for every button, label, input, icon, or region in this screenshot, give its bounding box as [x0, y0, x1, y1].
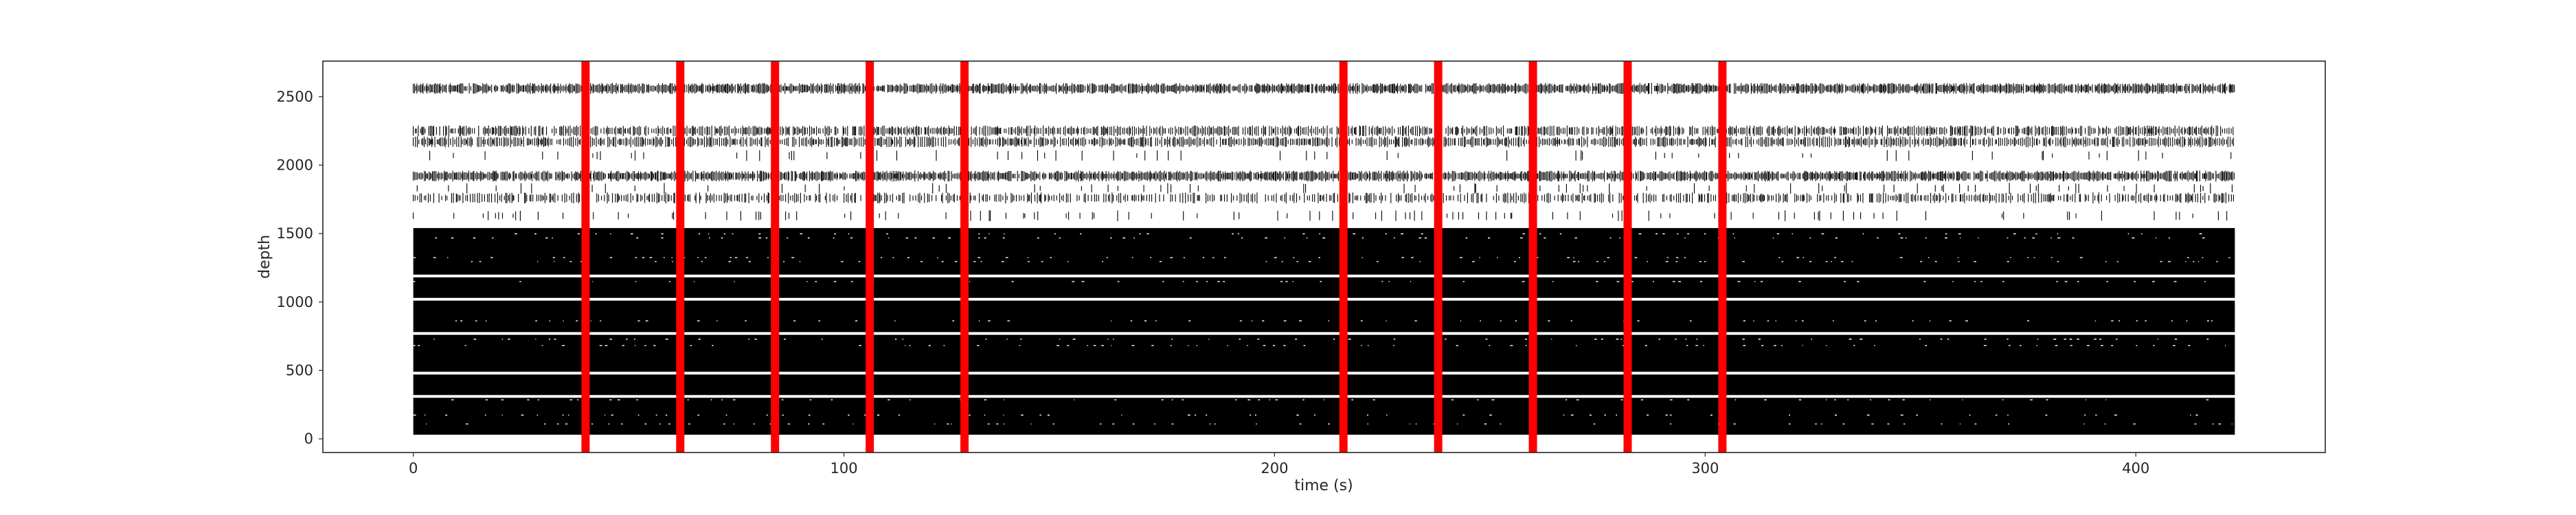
y-tick-label: 500: [286, 362, 313, 378]
dense-band-gaps-5: [413, 233, 2230, 262]
sparse-band-6: [413, 125, 2234, 137]
y-tick-label: 2500: [277, 89, 313, 105]
spike-ticks: [413, 210, 2228, 222]
dense-band-2: [413, 334, 2235, 372]
dense-band-gaps-0: [413, 399, 2233, 425]
y-tick-label: 0: [304, 431, 313, 447]
event-markers: [581, 61, 1727, 453]
sparse-band-7: [413, 82, 2235, 94]
x-tick-label: 300: [1691, 460, 1719, 477]
dense-band-1: [413, 374, 2235, 396]
x-tick-label: 100: [830, 460, 857, 477]
x-tick-label: 400: [2122, 460, 2149, 477]
dense-band-5: [413, 228, 2235, 275]
x-tick-label: 0: [409, 460, 418, 477]
plot-frame: [322, 60, 2326, 453]
spike-ticks: [413, 82, 2235, 94]
sparse-band-3: [413, 170, 2235, 182]
dense-band-4: [413, 277, 2235, 298]
spike-ticks: [413, 170, 2235, 182]
dense-band-0: [413, 398, 2235, 435]
sparse-band-1: [413, 192, 2234, 204]
sparse-band-2: [416, 183, 2233, 194]
spike-ticks: [413, 192, 2234, 204]
x-tick-label: 200: [1261, 460, 1288, 477]
dense-band-3: [413, 300, 2235, 332]
spike-ticks: [413, 136, 2234, 148]
y-axis-label: depth: [256, 235, 273, 279]
spike-ticks: [429, 150, 2232, 161]
y-tick-label: 1000: [277, 294, 313, 310]
sparse-band-0: [413, 210, 2228, 222]
dense-band-gaps-2: [413, 339, 2226, 346]
x-ticks: 0 100 200 300 400: [409, 453, 2149, 477]
x-axis-label: time (s): [1294, 477, 1353, 494]
spike-ticks: [413, 125, 2234, 137]
y-ticks: 0 500 1000 1500 2000 2500: [277, 89, 323, 447]
sparse-band-4: [429, 150, 2232, 161]
sparse-band-5: [413, 136, 2234, 148]
y-tick-label: 1500: [277, 225, 313, 242]
spike-raster: [413, 82, 2235, 435]
y-tick-label: 2000: [277, 157, 313, 173]
spike-ticks: [416, 183, 2233, 194]
